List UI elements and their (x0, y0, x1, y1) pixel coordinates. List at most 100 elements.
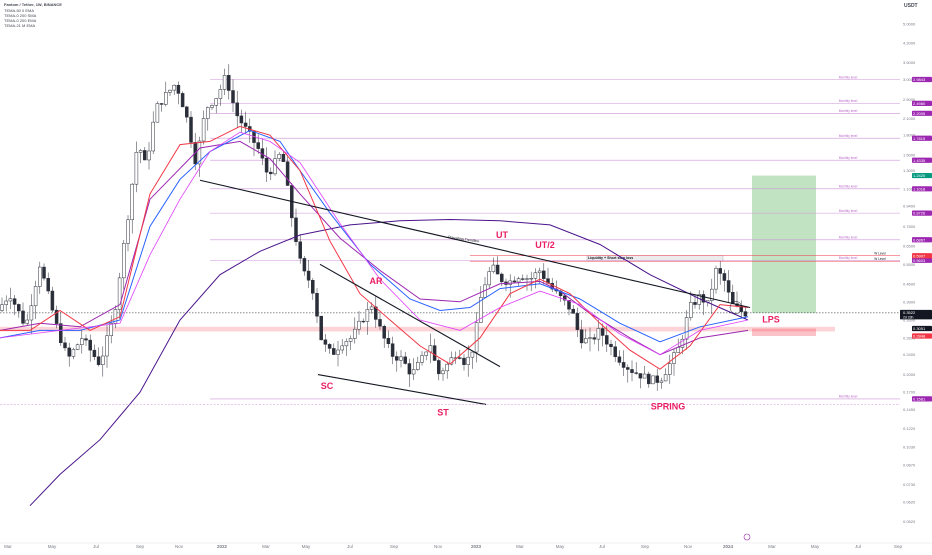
candle-down (88, 339, 92, 351)
candle-down (42, 266, 46, 279)
candle-up (588, 337, 592, 339)
countdown-text: 2d 23h (903, 315, 913, 319)
wyckoff-label: LPS (762, 315, 780, 325)
level-price-tag (912, 157, 932, 163)
x-tick-label: Sep (390, 544, 399, 549)
candle-up (714, 268, 718, 290)
entry-price-tag (912, 333, 932, 339)
candle-up (155, 103, 160, 123)
candle-up (214, 98, 218, 106)
y-tick-label: 0.9400 (903, 203, 916, 208)
y-tick-label: 3.5000 (903, 60, 916, 65)
candle-up (642, 373, 647, 379)
candle-down (67, 347, 71, 357)
y-tick-label: 3.0000 (903, 77, 916, 82)
candle-up (663, 374, 668, 382)
y-tick-label: 0.1030 (903, 444, 916, 449)
candle-down (403, 356, 407, 364)
candle-up (525, 278, 529, 280)
x-tick-label: Jul (347, 544, 353, 549)
candle-up (533, 272, 538, 279)
wedge-upper-line (319, 263, 501, 368)
candle-up (8, 298, 13, 302)
level-price-text: 0.6867 (913, 237, 926, 242)
currency-label: USDT (904, 3, 918, 9)
candle-up (659, 380, 664, 383)
candle-up (537, 270, 542, 274)
lps-circle (729, 301, 743, 314)
candle-down (634, 372, 638, 374)
candle-up (596, 328, 601, 340)
x-tick-label: Mar (4, 544, 12, 549)
price-axis-bg (900, 0, 932, 550)
candle-down (239, 115, 244, 124)
level-price-tag (912, 210, 932, 216)
y-tick-label: 0.0870 (903, 463, 916, 468)
prevailing-trendline (199, 179, 751, 309)
candle-down (285, 161, 290, 186)
candle-down (722, 273, 727, 281)
candle-up (126, 219, 130, 244)
candle-down (521, 278, 525, 280)
indicator-legend-2[interactable]: TEMA-0 200 SMA (4, 13, 37, 18)
candle-up (201, 118, 206, 142)
candle-down (638, 373, 643, 379)
current-price-text: 0.3522 (903, 310, 916, 315)
candle-up (134, 152, 139, 185)
y-tick-label: 1.1000 (903, 186, 916, 191)
level-price-tag (912, 257, 932, 263)
y-tick-label: 5.0000 (903, 21, 916, 26)
candle-down (298, 241, 302, 259)
candle-up (441, 370, 445, 375)
candle-up (113, 309, 118, 324)
sl-price-text: 0.3051 (913, 326, 926, 331)
candle-down (231, 90, 235, 104)
candle-down (512, 280, 517, 283)
candle-down (50, 290, 55, 311)
candle-up (197, 140, 202, 165)
candle-down (96, 356, 101, 365)
candle-up (668, 363, 672, 375)
candle-down (319, 315, 323, 341)
candle-down (361, 320, 365, 323)
candle-up (516, 278, 521, 283)
candle-up (25, 319, 29, 324)
indicator-legend-4[interactable]: TEMA-21 M EMA (4, 23, 36, 28)
indicator-legend-3[interactable]: TEMA-0 200 EMA (4, 18, 37, 23)
level-price-text: 0.5603 (913, 258, 926, 263)
x-tick-label: Mar (262, 544, 270, 549)
candle-up (101, 355, 105, 365)
y-tick-label: 0.2400 (903, 352, 916, 357)
candle-down (626, 367, 630, 370)
level-price-text: 0.1581 (913, 397, 926, 402)
indicator-legend-1[interactable]: TEMA-50 0 EMA (4, 8, 35, 13)
candle-down (243, 122, 248, 127)
candle-up (151, 121, 155, 152)
candle-up (680, 338, 685, 348)
candle-down (92, 349, 97, 357)
x-tick-label: 2024 (723, 544, 734, 549)
current-price-tag (900, 309, 932, 320)
ema-21-line (0, 125, 749, 370)
candle-down (600, 328, 605, 336)
candle-up (399, 356, 403, 361)
trendline-label: Prevailing Trendline (448, 235, 480, 243)
x-tick-label: Sep (641, 544, 650, 549)
wedge-lower-line (317, 373, 487, 405)
candle-down (390, 343, 395, 357)
candle-down (563, 295, 567, 301)
candle-down (395, 356, 399, 361)
candle-down (256, 142, 260, 149)
y-tick-label: 0.0730 (903, 482, 916, 487)
y-tick-label: 0.3300 (903, 317, 916, 322)
sl-price-tag (912, 325, 932, 332)
candle-down (159, 103, 164, 105)
candle-down (63, 342, 67, 349)
candle-down (462, 357, 466, 365)
candle-down (281, 154, 286, 162)
x-tick-label: May (811, 544, 820, 549)
price-axis: USDT 5.0000 4.2000 3.5000 3.0000 2.5000 2.1000… (900, 0, 932, 550)
ema-200-line (29, 218, 749, 507)
